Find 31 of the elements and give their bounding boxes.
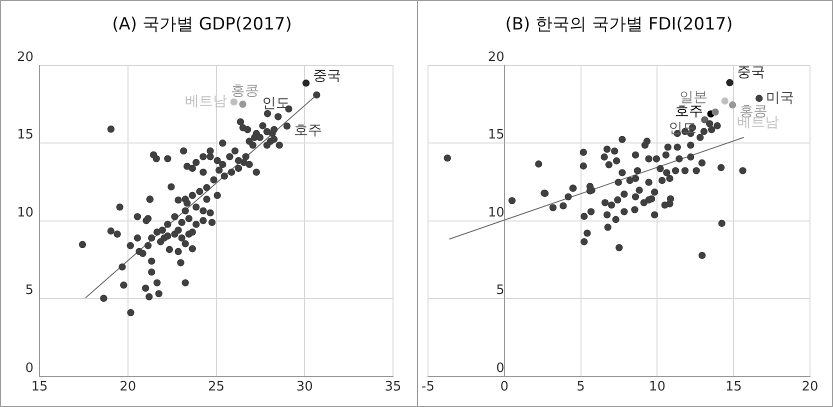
x-tick-label: 25 [208,380,225,395]
series-label: 일본 [678,90,707,106]
y-tick-label: 20 [487,50,504,65]
y-tick-label: 20 [16,50,34,65]
y-tick-label: 0 [496,360,504,376]
series-label: 호주 [294,122,322,139]
chart-title: (A) 국가별 GDP(2017) [112,14,292,35]
y-tick-label: 5 [25,283,34,298]
x-tick-label: 20 [801,380,818,395]
series-label: 호주 [674,104,702,120]
series-label: 중국 [736,64,764,80]
y-tick-label: 5 [496,283,504,298]
x-tick-label: 5 [576,380,584,395]
x-tick-label: -5 [421,380,434,395]
y-tick-label: 10 [16,205,34,220]
series-label: 인도 [262,95,290,112]
x-tick-label: 10 [648,380,665,395]
y-tick-label: 15 [16,128,34,143]
series-label: 중국 [313,68,342,84]
chart-title: (B) 한국의 국가별 FDI(2017) [504,14,732,35]
series-label: 베트남 [736,114,778,131]
y-tick-label: 0 [25,360,34,376]
x-tick-label: 20 [120,380,136,395]
y-tick-label: 15 [487,128,504,143]
series-label: 미국 [766,90,794,106]
series-label: 베트남 [184,94,227,110]
x-tick-label: 35 [384,380,402,395]
series-label: 홍콩 [230,82,259,99]
x-tick-label: 30 [296,380,313,395]
x-tick-label: 15 [724,380,742,395]
y-tick-label: 10 [487,205,504,220]
